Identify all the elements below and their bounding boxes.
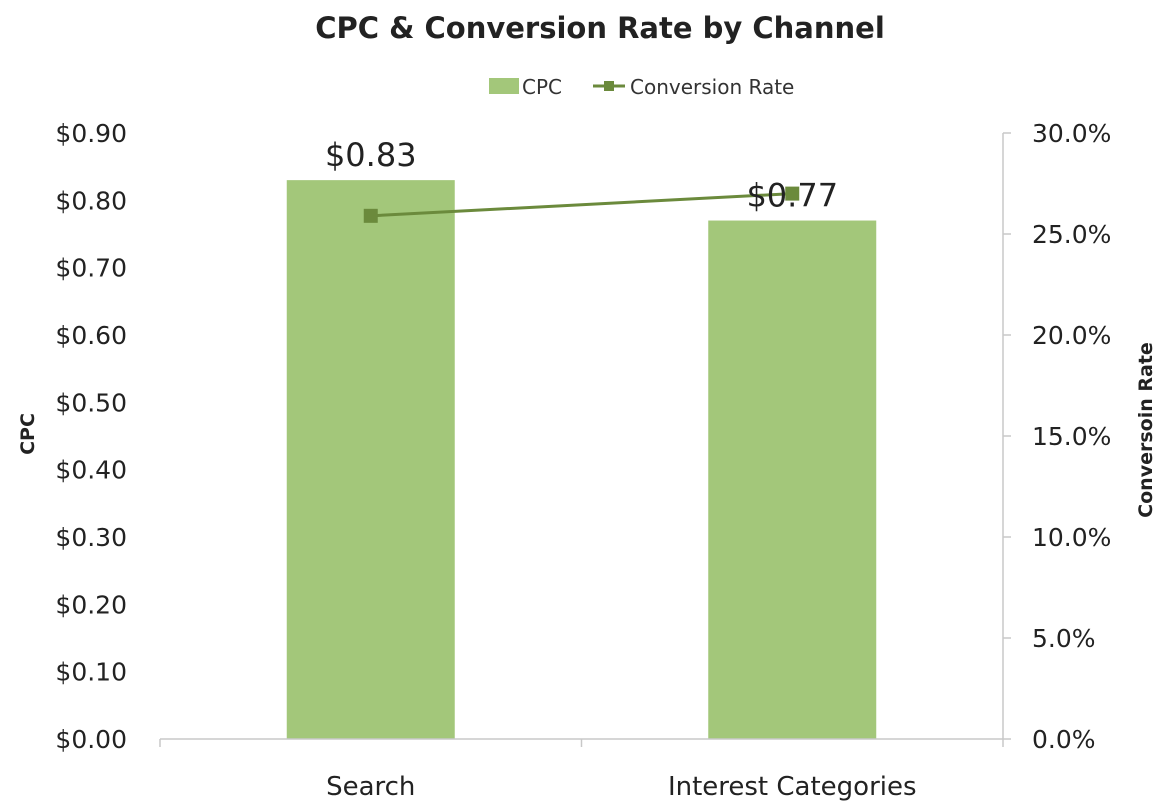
plot-area: $0.83 $0.77: [286, 136, 877, 740]
y-tick-label: $0.40: [55, 456, 127, 485]
y2-tick-label: 20.0%: [1032, 321, 1111, 350]
legend-label-cpc: CPC: [522, 75, 562, 99]
y2-tick-label: 25.0%: [1032, 220, 1111, 249]
y2-axis-title: Conversoin Rate: [1135, 342, 1157, 518]
bar-data-label: $0.83: [325, 136, 417, 174]
y-axis-ticks: $0.00 $0.10 $0.20 $0.30 $0.40 $0.50 $0.60 $0.70…: [55, 119, 127, 754]
bar-cpc: [286, 180, 455, 740]
y-tick-label: $0.80: [55, 186, 127, 215]
line-conversion-rate: [370, 192, 793, 218]
y-tick-label: $0.00: [55, 725, 127, 754]
y-axis-title: CPC: [17, 413, 39, 455]
legend-label-conversion-rate: Conversion Rate: [630, 75, 794, 99]
legend: CPC Conversion Rate: [489, 75, 794, 99]
legend-swatch-conversion-marker: [604, 81, 614, 91]
x-axis-categories: Search Interest Categories: [159, 739, 1004, 801]
chart-title: CPC & Conversion Rate by Channel: [315, 11, 885, 45]
y-tick-label: $0.20: [55, 590, 127, 619]
point-conversion-rate: [785, 186, 800, 201]
y-tick-label: $0.30: [55, 523, 127, 552]
y2-tick-label: 5.0%: [1032, 624, 1096, 653]
point-conversion-rate: [363, 208, 378, 223]
x-category-label: Search: [326, 772, 415, 801]
x-category-label: Interest Categories: [668, 772, 917, 801]
y2-axis-ticks: 0.0% 5.0% 10.0% 15.0% 20.0% 25.0% 30.0%: [1003, 119, 1111, 754]
y-tick-label: $0.50: [55, 388, 127, 417]
bar-cpc: [708, 220, 877, 740]
y2-tick-label: 15.0%: [1032, 422, 1111, 451]
legend-swatch-cpc: [489, 78, 519, 94]
y-tick-label: $0.10: [55, 658, 127, 687]
y2-tick-label: 10.0%: [1032, 523, 1111, 552]
y-tick-label: $0.60: [55, 321, 127, 350]
y-tick-label: $0.70: [55, 254, 127, 283]
y2-tick-label: 0.0%: [1032, 725, 1096, 754]
bar-data-label: $0.77: [746, 177, 838, 215]
y-tick-label: $0.90: [55, 119, 127, 148]
y2-tick-label: 30.0%: [1032, 119, 1111, 148]
